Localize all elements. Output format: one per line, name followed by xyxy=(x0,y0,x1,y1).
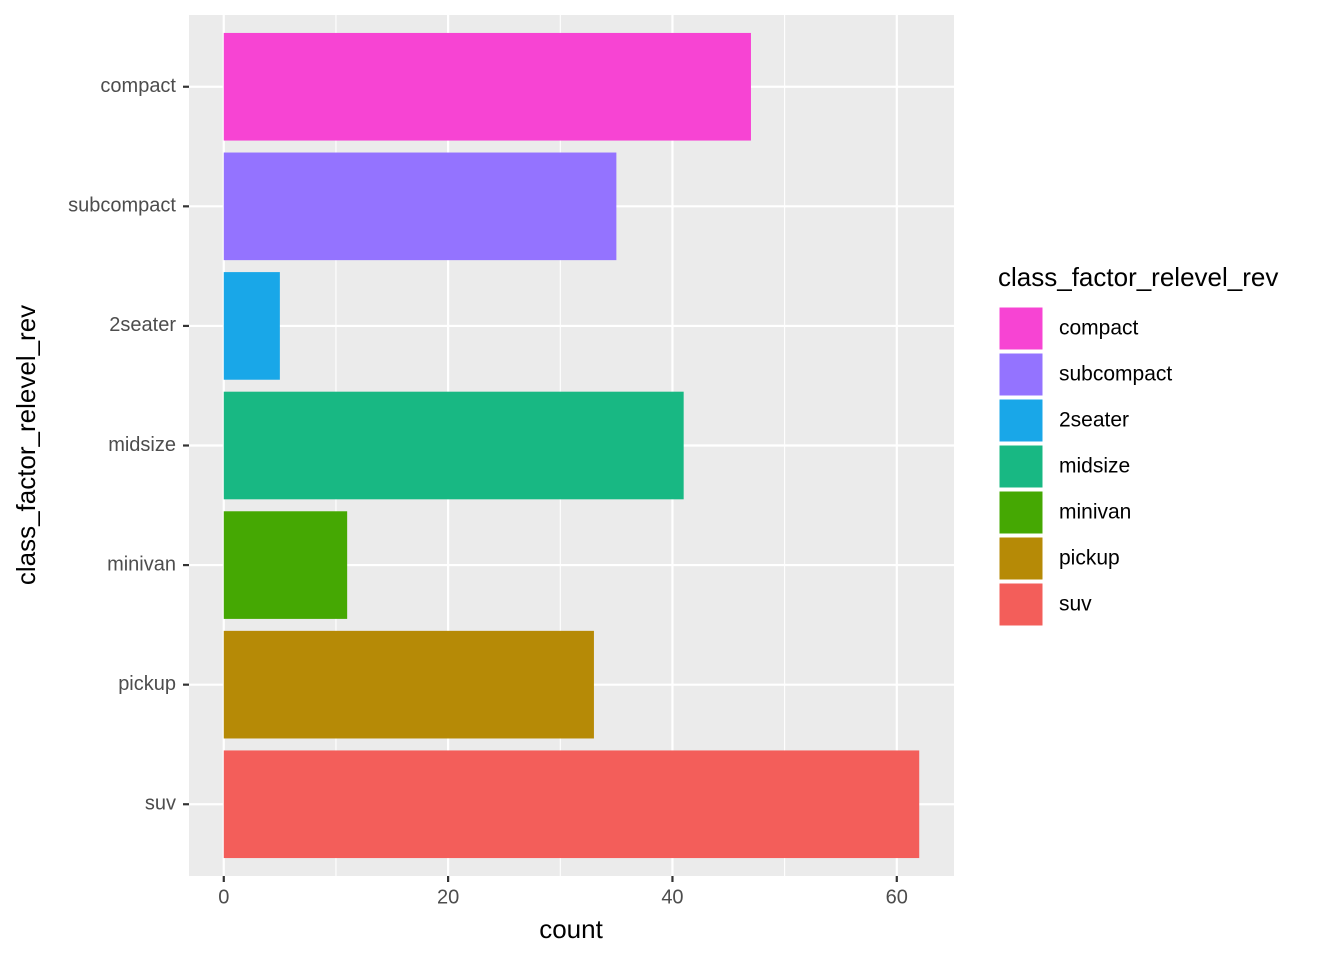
bar xyxy=(223,391,684,500)
y-tick-label: minivan xyxy=(107,553,176,575)
y-tick-label: subcompact xyxy=(68,195,176,217)
x-tick-label: 60 xyxy=(886,886,908,908)
bar xyxy=(223,630,594,739)
bar xyxy=(223,32,751,141)
x-tick-label: 0 xyxy=(218,886,229,908)
legend-label: pickup xyxy=(1059,547,1120,570)
y-tick-label: midsize xyxy=(108,434,176,456)
legend-key xyxy=(998,490,1044,535)
bar xyxy=(223,750,920,859)
legend-label: midsize xyxy=(1059,455,1130,478)
legend-key xyxy=(998,536,1044,581)
bar xyxy=(223,272,280,380)
legend-label: suv xyxy=(1059,593,1092,616)
y-tick-label: compact xyxy=(100,75,176,97)
y-tick-label: 2seater xyxy=(109,314,176,336)
legend-key xyxy=(998,444,1044,489)
legend-label: compact xyxy=(1059,317,1139,340)
x-axis-title: count xyxy=(539,914,603,944)
legend-label: minivan xyxy=(1059,501,1131,524)
y-axis-title: class_factor_relevel_rev xyxy=(11,305,41,585)
legend-key xyxy=(998,398,1044,443)
legend-key xyxy=(998,306,1044,351)
y-tick-label: pickup xyxy=(118,673,176,695)
bar xyxy=(223,511,348,619)
legend-label: 2seater xyxy=(1059,409,1129,432)
y-tick-label: suv xyxy=(145,793,176,815)
legend-label: subcompact xyxy=(1059,363,1172,386)
legend-key xyxy=(998,582,1044,627)
bar xyxy=(223,152,617,261)
legend-key xyxy=(998,352,1044,397)
x-tick-label: 20 xyxy=(437,886,459,908)
legend-title: class_factor_relevel_rev xyxy=(998,262,1278,292)
x-tick-label: 40 xyxy=(661,886,683,908)
